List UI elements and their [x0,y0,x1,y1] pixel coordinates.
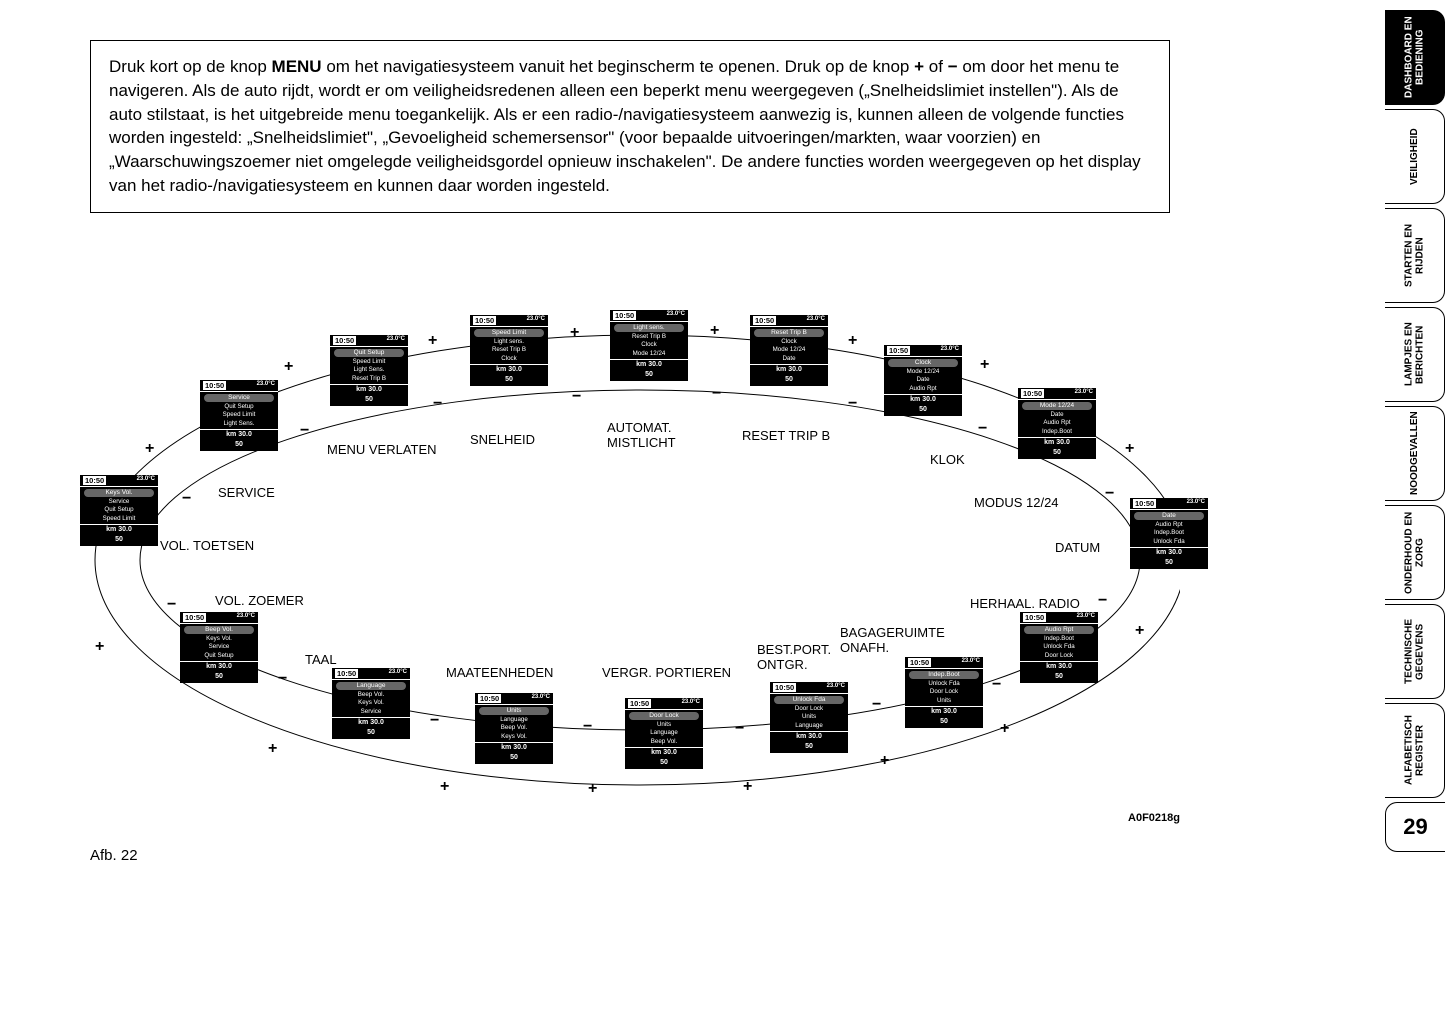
minus-icon: − [992,676,1001,694]
screen-label-12: VERGR. PORTIEREN [602,665,731,680]
intro-rest: om door het menu te navigeren. Als de au… [109,57,1141,195]
menu-screen-0: 10:5023.0°CKeys Vol.ServiceQuit SetupSpe… [80,475,158,546]
tab-noodgevallen[interactable]: NOODGEVALLEN [1385,406,1445,501]
menu-screen-3: 10:5023.0°CSpeed LimitLight sens.Reset T… [470,315,548,386]
intro-mid2: of [924,57,948,76]
plus-icon: + [1135,622,1144,640]
intro-prefix: Druk kort op de knop [109,57,272,76]
plus-icon: + [95,638,104,656]
intro-mid1: om het navigatiesysteem vanuit het begin… [322,57,915,76]
plus-icon: + [284,358,293,376]
tab-alfabetisch[interactable]: ALFABETISCH REGISTER [1385,703,1445,798]
screen-label-2: MENU VERLATEN [327,442,437,457]
tab-lampjes[interactable]: LAMPJES EN BERICHTEN [1385,307,1445,402]
menu-screen-7: 10:5023.0°CMode 12/24DateAudio RptIndep.… [1018,388,1096,459]
plus-icon: + [848,332,857,350]
plus-icon: + [440,778,449,796]
intro-text-box: Druk kort op de knop MENU om het navigat… [90,40,1170,213]
minus-icon: − [300,422,309,440]
minus-icon: − [735,720,744,738]
tab-starten[interactable]: STARTEN EN RIJDEN [1385,208,1445,303]
minus-icon: − [167,596,176,614]
minus-button-ref: − [948,57,958,76]
screen-label-1: SERVICE [218,485,275,500]
plus-icon: + [145,440,154,458]
plus-icon: + [710,322,719,340]
minus-icon: − [1105,485,1114,503]
screen-label-0: VOL. TOETSEN [160,538,254,553]
menu-screen-14: 10:5023.0°CLanguageBeep Vol.Keys Vol.Ser… [332,668,410,739]
menu-screen-8: 10:5023.0°CDateAudio RptIndep.BootUnlock… [1130,498,1208,569]
screen-label-5: RESET TRIP B [742,428,830,443]
menu-screen-1: 10:5023.0°CServiceQuit SetupSpeed LimitL… [200,380,278,451]
tab-dashboard[interactable]: DASHBOARD EN BEDIENING [1385,10,1445,105]
minus-icon: − [182,490,191,508]
screen-label-7: MODUS 12/24 [974,495,1059,510]
minus-icon: − [430,712,439,730]
screen-label-10: BAGAGERUIMTE ONAFH. [840,625,945,655]
menu-navigation-diagram: 10:5023.0°CKeys Vol.ServiceQuit SetupSpe… [50,280,1180,840]
screen-label-14: TAAL [305,652,337,667]
screen-label-3: SNELHEID [470,432,535,447]
minus-icon: − [712,385,721,403]
page-number: 29 [1385,802,1445,852]
plus-icon: + [880,752,889,770]
screen-label-4: AUTOMAT. MISTLICHT [607,420,676,450]
minus-icon: − [978,420,987,438]
menu-screen-6: 10:5023.0°CClockMode 12/24DateAudio Rptk… [884,345,962,416]
menu-screen-11: 10:5023.0°CUnlock FdaDoor LockUnitsLangu… [770,682,848,753]
tab-technische[interactable]: TECHNISCHE GEGEVENS [1385,604,1445,699]
menu-screen-9: 10:5023.0°CAudio RptIndep.BootUnlock Fda… [1020,612,1098,683]
menu-screen-4: 10:5023.0°CLight sens.Reset Trip BClockM… [610,310,688,381]
menu-screen-10: 10:5023.0°CIndep.BootUnlock FdaDoor Lock… [905,657,983,728]
screen-label-11: BEST.PORT. ONTGR. [757,642,831,672]
tab-veiligheid[interactable]: VEILIGHEID [1385,109,1445,204]
minus-icon: − [433,395,442,413]
plus-icon: + [268,740,277,758]
minus-icon: − [572,388,581,406]
plus-button-ref: + [914,57,924,76]
screen-label-6: KLOK [930,452,965,467]
menu-screen-5: 10:5023.0°CReset Trip BClockMode 12/24Da… [750,315,828,386]
screen-label-9: HERHAAL. RADIO [970,596,1080,611]
menu-screen-12: 10:5023.0°CDoor LockUnitsLanguageBeep Vo… [625,698,703,769]
minus-icon: − [848,395,857,413]
minus-icon: − [583,718,592,736]
minus-icon: − [1098,592,1107,610]
screen-label-13: MAATEENHEDEN [446,665,553,680]
screen-label-15: VOL. ZOEMER [215,593,304,608]
menu-screen-15: 10:5023.0°CBeep Vol.Keys Vol.ServiceQuit… [180,612,258,683]
plus-icon: + [570,324,579,342]
screen-label-8: DATUM [1055,540,1100,555]
menu-screen-13: 10:5023.0°CUnitsLanguageBeep Vol.Keys Vo… [475,693,553,764]
plus-icon: + [1125,440,1134,458]
side-tabs-nav: DASHBOARD EN BEDIENING VEILIGHEID STARTE… [1385,10,1445,852]
plus-icon: + [1000,720,1009,738]
menu-button-ref: MENU [272,57,322,76]
plus-icon: + [428,332,437,350]
minus-icon: − [278,670,287,688]
minus-icon: − [872,696,881,714]
plus-icon: + [980,356,989,374]
tab-onderhoud[interactable]: ONDERHOUD EN ZORG [1385,505,1445,600]
figure-caption: Afb. 22 [90,847,138,864]
plus-icon: + [743,778,752,796]
plus-icon: + [588,780,597,798]
figure-code: A0F0218g [1128,812,1180,824]
menu-screen-2: 10:5023.0°CQuit SetupSpeed LimitLight Se… [330,335,408,406]
